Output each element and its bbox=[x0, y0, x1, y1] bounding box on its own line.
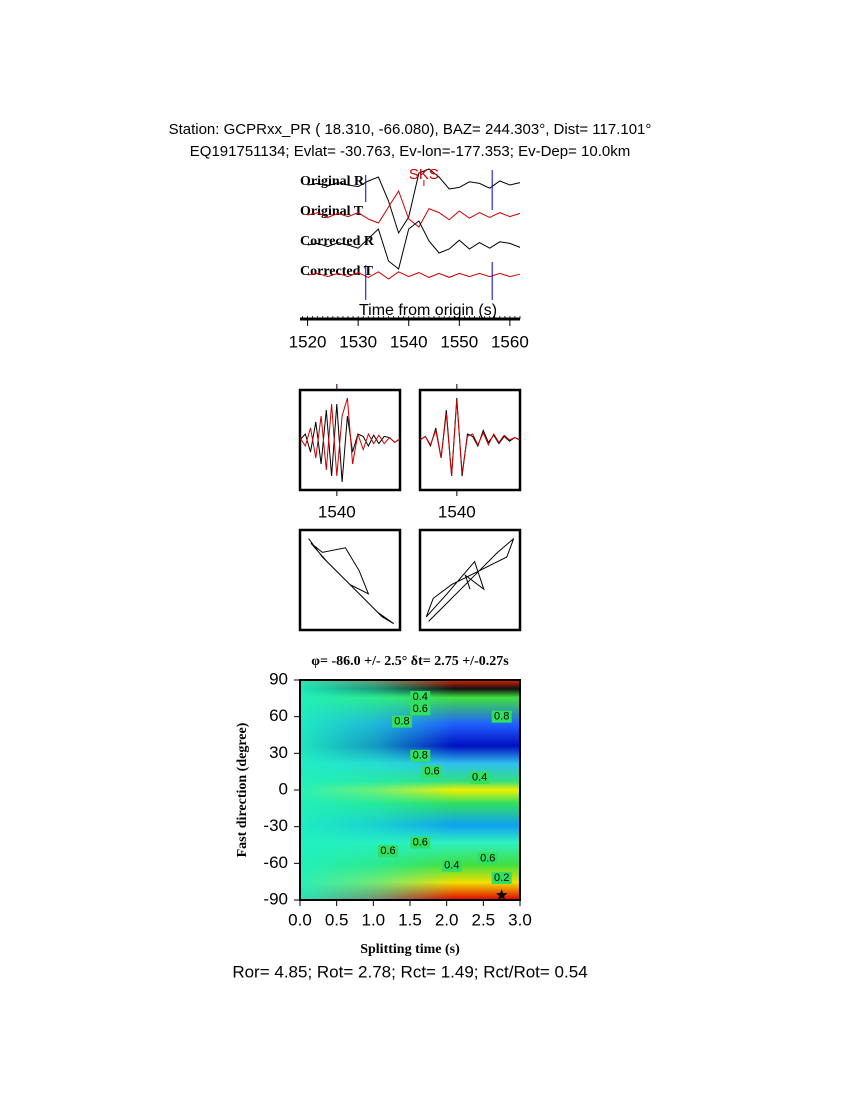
y-tick-label: 90 bbox=[269, 669, 288, 688]
contour-label: 0.8 bbox=[494, 711, 509, 723]
x-tick-label: 1540 bbox=[318, 502, 356, 521]
x-tick-label: 1560 bbox=[491, 332, 529, 351]
panel-frame bbox=[298, 528, 402, 632]
contour-label-bg bbox=[441, 859, 462, 872]
trace bbox=[307, 271, 521, 280]
best-fit-star bbox=[496, 889, 508, 900]
contour-label: 0.4 bbox=[472, 772, 487, 784]
x-tick-label: 1.5 bbox=[398, 910, 422, 929]
particle-motion bbox=[425, 538, 515, 622]
contour-label-bg bbox=[378, 845, 398, 858]
trace-label: Corrected T bbox=[300, 264, 374, 279]
contour-label-bg bbox=[391, 715, 412, 728]
y-tick-label: -30 bbox=[263, 816, 288, 835]
misfit-surface-shade bbox=[300, 680, 520, 900]
x-tick-label: 0.0 bbox=[288, 910, 312, 929]
trace-label: Original R bbox=[300, 174, 365, 189]
contour-label: 0.8 bbox=[413, 750, 428, 762]
x-tick-label: 2.5 bbox=[472, 910, 496, 929]
x-tick-label: 0.5 bbox=[325, 910, 349, 929]
waveform bbox=[419, 397, 521, 477]
contour-label-bg bbox=[422, 765, 442, 778]
contour-label: 0.6 bbox=[480, 852, 495, 864]
y-tick-label: 30 bbox=[269, 743, 288, 762]
x-tick-label: 3.0 bbox=[508, 910, 532, 929]
trace-label: Corrected R bbox=[300, 234, 375, 249]
y-tick-label: 0 bbox=[279, 779, 288, 798]
y-axis-label: Fast direction (degree) bbox=[235, 722, 250, 857]
contour-label: 0.4 bbox=[413, 691, 428, 703]
contour-label-bg bbox=[410, 703, 431, 716]
contour-label-bg bbox=[410, 749, 431, 762]
header-line: EQ191751134; Evlat= -30.763, Ev-lon=-177… bbox=[190, 143, 630, 160]
x-tick-label: 1550 bbox=[440, 332, 478, 351]
contour-label-bg bbox=[491, 710, 512, 723]
x-axis-label: Time from origin (s) bbox=[359, 302, 497, 319]
contour-label: 0.4 bbox=[444, 860, 459, 872]
contour-label-bg bbox=[410, 836, 431, 849]
x-tick-label: 2.0 bbox=[435, 910, 459, 929]
plot-title: φ= -86.0 +/- 2.5° δt= 2.75 +/-0.27s bbox=[311, 654, 509, 669]
contour-label: 0.6 bbox=[424, 766, 439, 778]
contour-label-bg bbox=[410, 691, 431, 704]
phase-label: SKS bbox=[409, 166, 439, 183]
contour-label-bg bbox=[491, 872, 512, 884]
contour-label-bg bbox=[477, 852, 498, 865]
waveform bbox=[419, 400, 521, 477]
trace bbox=[307, 168, 521, 235]
particle-motion bbox=[308, 538, 394, 625]
waveform bbox=[299, 397, 401, 477]
footer: Ror= 4.85; Rot= 2.78; Rct= 1.49; Rct/Rot… bbox=[232, 962, 587, 981]
trace bbox=[307, 189, 521, 228]
y-tick-label: -60 bbox=[263, 853, 288, 872]
y-tick-label: -90 bbox=[263, 889, 288, 908]
y-tick-label: 60 bbox=[269, 706, 288, 725]
header-line: Station: GCPRxx_PR ( 18.310, -66.080), B… bbox=[169, 121, 652, 138]
panel-frame bbox=[418, 388, 522, 492]
x-tick-label: 1.0 bbox=[362, 910, 386, 929]
x-tick-label: 1540 bbox=[390, 332, 428, 351]
panel-frame bbox=[418, 528, 522, 632]
trace-label: Original T bbox=[300, 204, 364, 219]
x-tick-label: 1530 bbox=[339, 332, 377, 351]
x-tick-label: 1520 bbox=[289, 332, 327, 351]
contour-label: 0.2 bbox=[494, 872, 509, 884]
x-tick-label: 1540 bbox=[438, 502, 476, 521]
contour-label: 0.6 bbox=[413, 703, 428, 715]
contour-label-bg bbox=[469, 771, 490, 784]
contour-label: 0.6 bbox=[413, 836, 428, 848]
panel-frame bbox=[298, 388, 402, 492]
trace bbox=[307, 220, 521, 270]
contour-label: 0.6 bbox=[380, 845, 395, 857]
contour-label: 0.8 bbox=[394, 715, 409, 727]
x-axis-label: Splitting time (s) bbox=[360, 942, 460, 957]
